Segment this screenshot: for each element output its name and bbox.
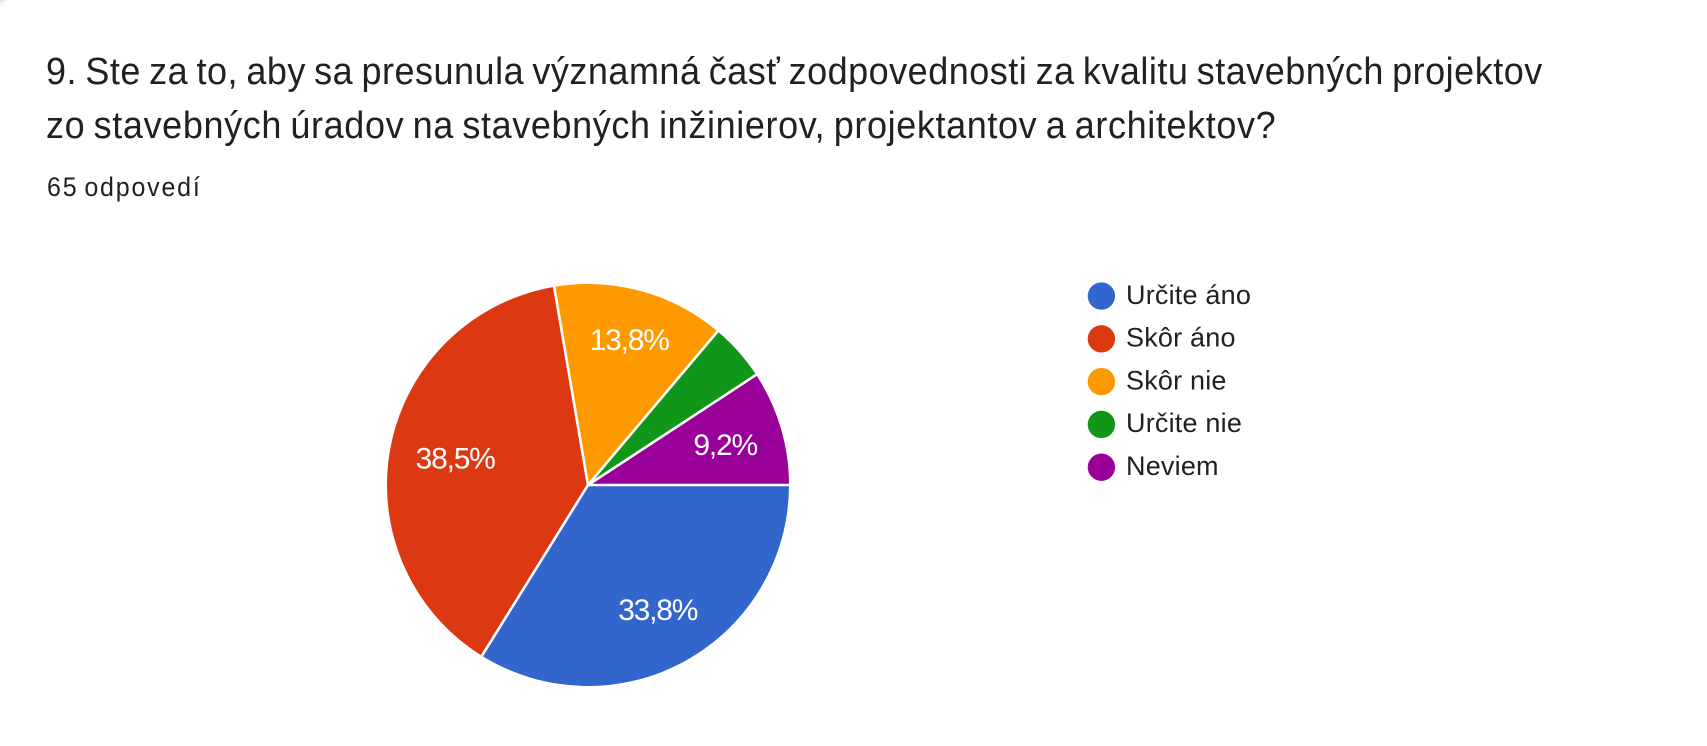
svg-text:13,8%: 13,8% — [590, 324, 670, 357]
svg-text:Neviem: Neviem — [1126, 451, 1219, 481]
svg-text:Skôr nie: Skôr nie — [1126, 365, 1227, 395]
svg-text:38,5%: 38,5% — [416, 443, 496, 476]
svg-text:33,8%: 33,8% — [618, 594, 698, 627]
svg-text:Skôr áno: Skôr áno — [1126, 323, 1236, 353]
svg-text:Určite áno: Určite áno — [1126, 280, 1251, 310]
svg-text:9,2%: 9,2% — [693, 429, 757, 462]
svg-text:Určite nie: Určite nie — [1126, 408, 1242, 438]
